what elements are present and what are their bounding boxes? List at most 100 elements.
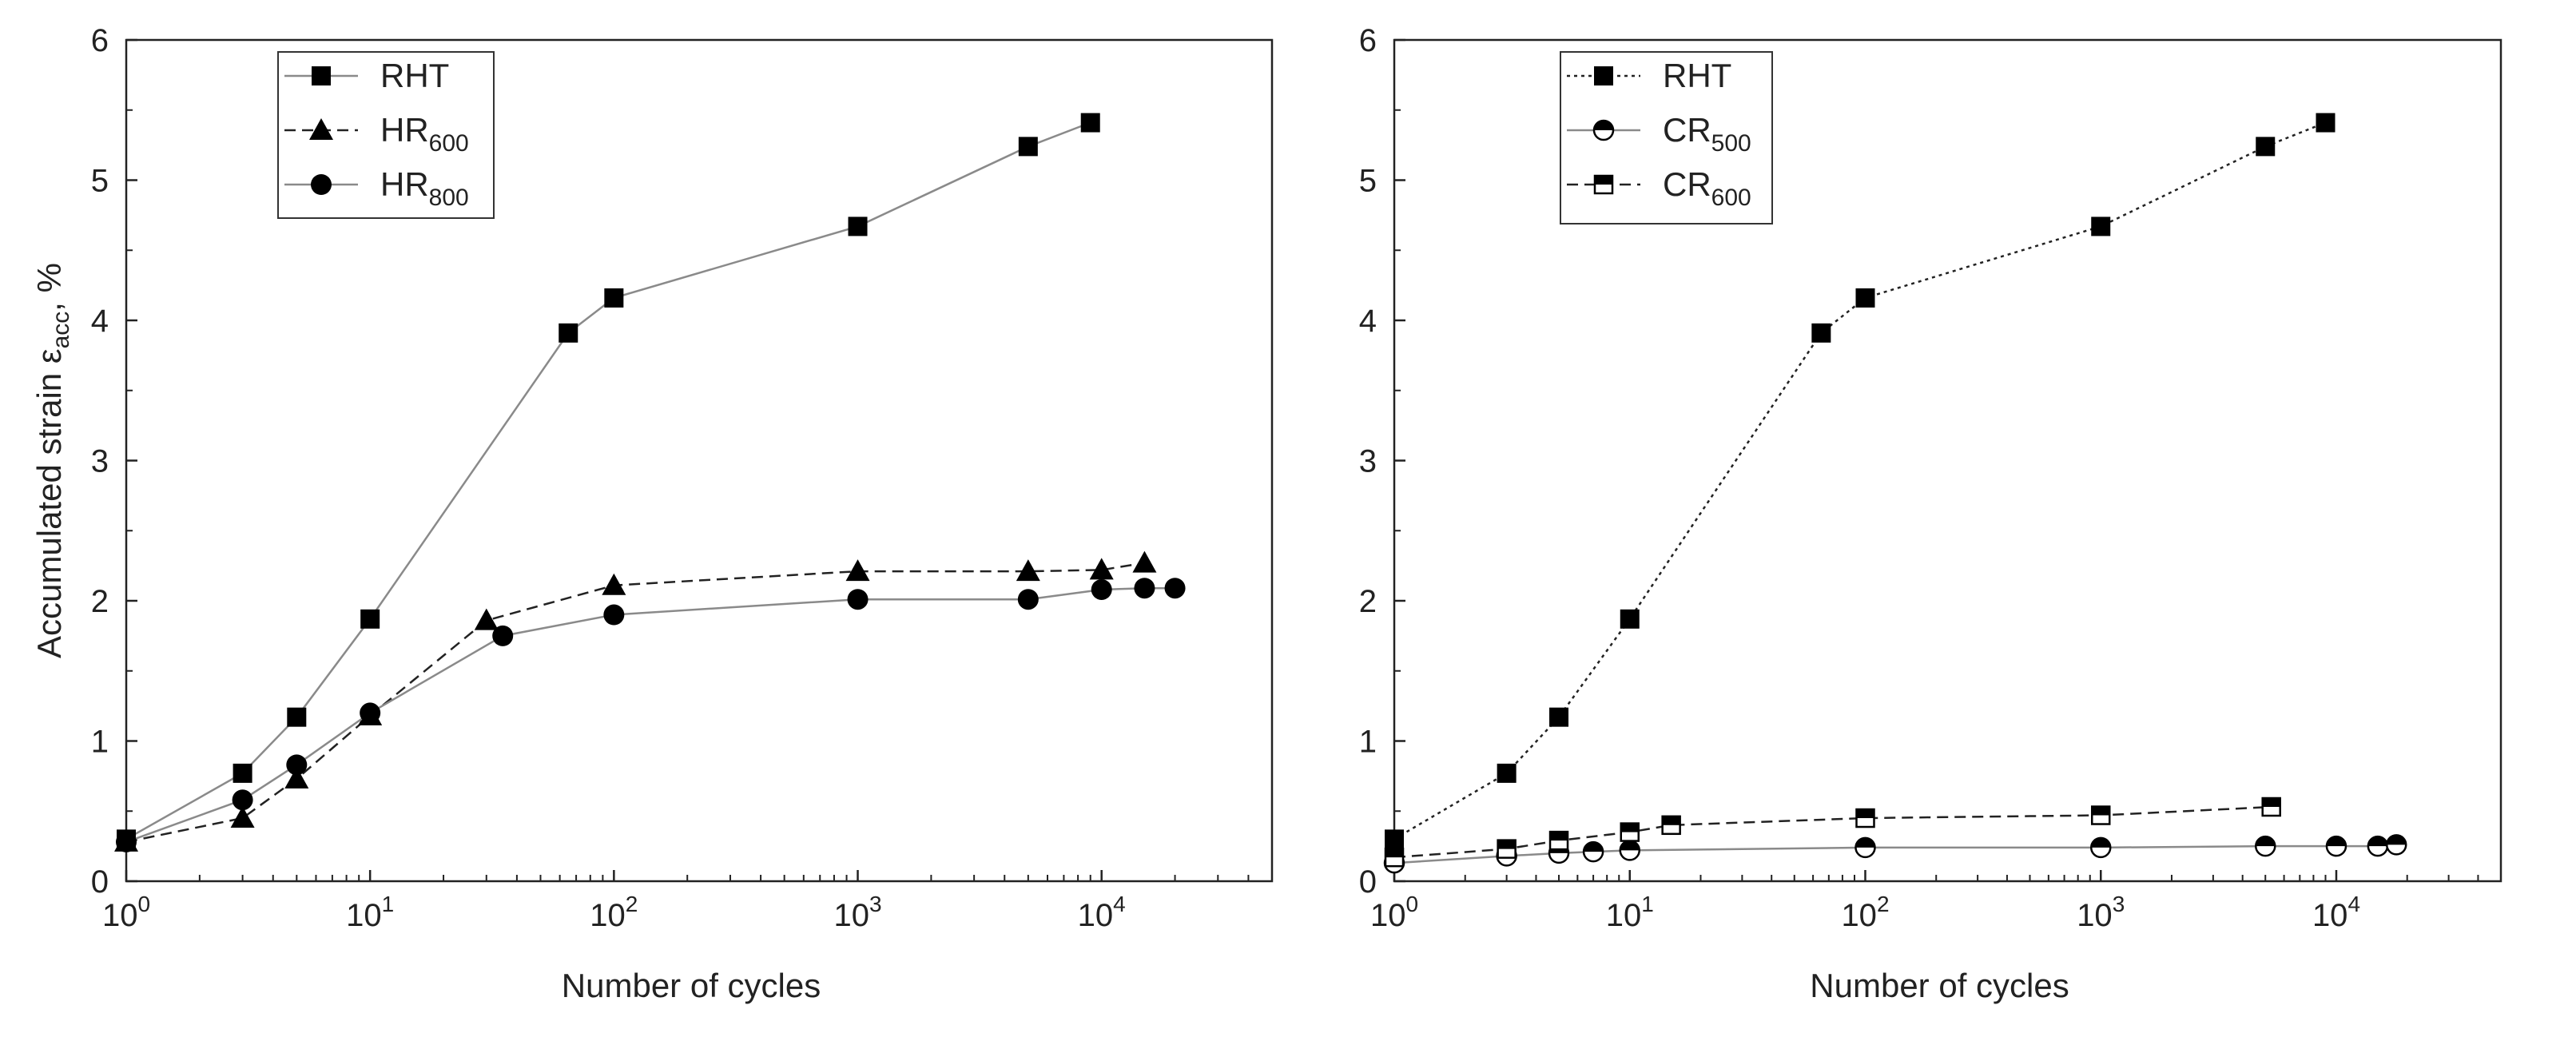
panel-2-point-RHT <box>2091 217 2111 236</box>
panel-1-point-HR800 <box>492 625 514 646</box>
panel-1-y-tick-label: 2 <box>91 584 109 619</box>
panel-2-legend-label-CR600: CR600 <box>1663 165 1751 211</box>
panel-1-x-tick-label: 103 <box>833 892 881 933</box>
panel-2-legend: RHT CR500 CR600 <box>1560 51 1773 224</box>
panel-1-point-HR600 <box>1132 550 1157 573</box>
panel-2-y-tick-label: 5 <box>1359 164 1377 199</box>
panel-1-point-HR600 <box>1089 558 1114 580</box>
panel-2-legend-marker-RHT <box>1594 66 1613 85</box>
panel-1-y-tick-label: 5 <box>91 164 109 199</box>
panel-1-point-HR800 <box>1091 578 1112 600</box>
panel-1-point-RHT <box>1018 137 1038 157</box>
panel-2-point-RHT <box>1497 763 1517 783</box>
panel-2-point-CR600 <box>1855 808 1875 828</box>
panel-2-y-tick-label: 3 <box>1359 444 1377 479</box>
panel-2-point-CR600 <box>1497 839 1517 859</box>
panel-1-legend: RHT HR600 HR800 <box>277 51 495 219</box>
panel-1-legend-marker-HR600 <box>309 118 333 140</box>
panel-1-y-axis-title: Accumulated strain εacc, % <box>30 263 74 658</box>
panel-1-point-HR600 <box>845 559 870 582</box>
panel-2-point-CR500 <box>2385 834 2407 856</box>
panel-1-x-tick-label: 104 <box>1078 892 1126 933</box>
panel-1-x-tick-label: 100 <box>102 892 150 933</box>
panel-2-point-CR500 <box>1582 840 1604 863</box>
panel-1-point-HR800 <box>1134 578 1155 599</box>
panel-2-point-RHT <box>2316 113 2335 133</box>
panel-1-x-tick-label: 101 <box>346 892 394 933</box>
panel-1-point-HR800 <box>1164 578 1186 599</box>
panel-2-x-tick-label: 104 <box>2312 892 2360 933</box>
panel-1-point-HR800 <box>847 589 869 610</box>
panel-2-series-line-CR500 <box>1393 844 2397 864</box>
panel-1-point-HR600 <box>474 608 499 630</box>
panel-2-legend-label-RHT: RHT <box>1663 57 1731 94</box>
panel-1-point-HR800 <box>360 702 381 724</box>
panel-1-point-RHT <box>1080 113 1100 133</box>
panel-2-legend-marker-CR600 <box>1593 174 1614 195</box>
panel-1-y-tick-label: 3 <box>91 444 109 479</box>
panel-2-point-CR600 <box>1661 815 1681 836</box>
panel-2-series-line-RHT <box>1393 121 2326 840</box>
panel-2-point-RHT <box>1620 609 1640 629</box>
panel-1-point-RHT <box>360 609 380 629</box>
panel-2-x-tick-label: 102 <box>1841 892 1889 933</box>
panel-2-series-RHT <box>1385 113 2335 849</box>
panel-1-point-RHT <box>848 217 868 236</box>
panel-1-point-HR600 <box>1016 559 1040 582</box>
panel-2-point-RHT <box>1385 829 1404 849</box>
panel-1-series-HR600 <box>114 550 1157 852</box>
panel-2-x-axis-title: Number of cycles <box>1810 967 2069 1004</box>
panel-1-point-HR800 <box>116 831 137 852</box>
panel-2-y-tick-label: 0 <box>1359 864 1377 900</box>
panel-2-series-CR600 <box>1384 797 2281 868</box>
panel-2-point-CR500 <box>2367 835 2389 857</box>
panel-1-legend-label-RHT: RHT <box>380 57 449 94</box>
panel-2-point-CR600 <box>1384 847 1405 868</box>
panel-2-point-RHT <box>1549 707 1569 727</box>
panel-1-point-HR600 <box>284 766 309 789</box>
panel-2-x-tick-label: 100 <box>1370 892 1418 933</box>
panel-1-y-tick-label: 4 <box>91 304 109 339</box>
panel-2-legend-marker-CR500 <box>1592 119 1615 141</box>
panel-2-y-tick-label: 4 <box>1359 304 1377 339</box>
panel-1-point-HR600 <box>230 806 255 828</box>
panel-2-point-RHT <box>2256 137 2276 157</box>
panel-1-point-HR800 <box>232 789 253 811</box>
panel-2-point-RHT <box>1811 323 1831 343</box>
panel-2-point-CR600 <box>2261 797 2281 817</box>
panel-1-point-HR800 <box>1017 589 1039 610</box>
panel-1-point-RHT <box>287 707 307 727</box>
panel-1-series-RHT <box>117 113 1100 849</box>
panel-1-point-RHT <box>559 323 578 343</box>
panel-2-series-line-CR600 <box>1393 805 2272 859</box>
panel-1-series-line-RHT <box>125 121 1091 840</box>
panel-2-point-RHT <box>1855 288 1875 308</box>
panel-1-series-HR800 <box>116 578 1186 852</box>
panel-2-point-CR500 <box>1854 836 1876 859</box>
panel-1-point-RHT <box>604 288 624 308</box>
panel-1-point-HR800 <box>603 604 625 626</box>
panel-2-x-tick-label: 101 <box>1606 892 1654 933</box>
panel-2-y-tick-label: 2 <box>1359 584 1377 619</box>
panel-2-point-CR600 <box>2090 805 2111 825</box>
panel-1-legend-marker-HR800 <box>311 174 332 195</box>
panel-2-point-CR600 <box>1548 830 1569 851</box>
panel-2-point-CR500 <box>2089 836 2112 859</box>
panel-2-point-CR500 <box>1619 840 1640 861</box>
panel-2-y-tick-label: 1 <box>1359 725 1377 760</box>
panel-2: 0 1 2 3 4 5 6 100 101 102 103 104 Number of cycles RH… <box>1359 23 2502 1004</box>
panel-2-x-tick-label: 103 <box>2077 892 2125 933</box>
panel-1-legend-label-HR600: HR600 <box>380 111 469 157</box>
panel-2-y-tick-label: 6 <box>1359 23 1377 58</box>
panel-1-y-tick-label: 1 <box>91 725 109 760</box>
panel-2-point-CR600 <box>1620 822 1640 842</box>
panel-1-point-HR800 <box>286 754 308 776</box>
panel-1-x-tick-label: 102 <box>590 892 638 933</box>
panel-1-legend-label-HR800: HR800 <box>380 165 469 211</box>
panel-1-series-line-HR800 <box>125 586 1175 844</box>
panel-1-x-axis-title: Number of cycles <box>562 967 821 1004</box>
panel-1-legend-marker-RHT <box>312 66 331 85</box>
panel-1-point-RHT <box>233 763 252 783</box>
panel-2-legend-label-CR500: CR500 <box>1663 111 1751 157</box>
